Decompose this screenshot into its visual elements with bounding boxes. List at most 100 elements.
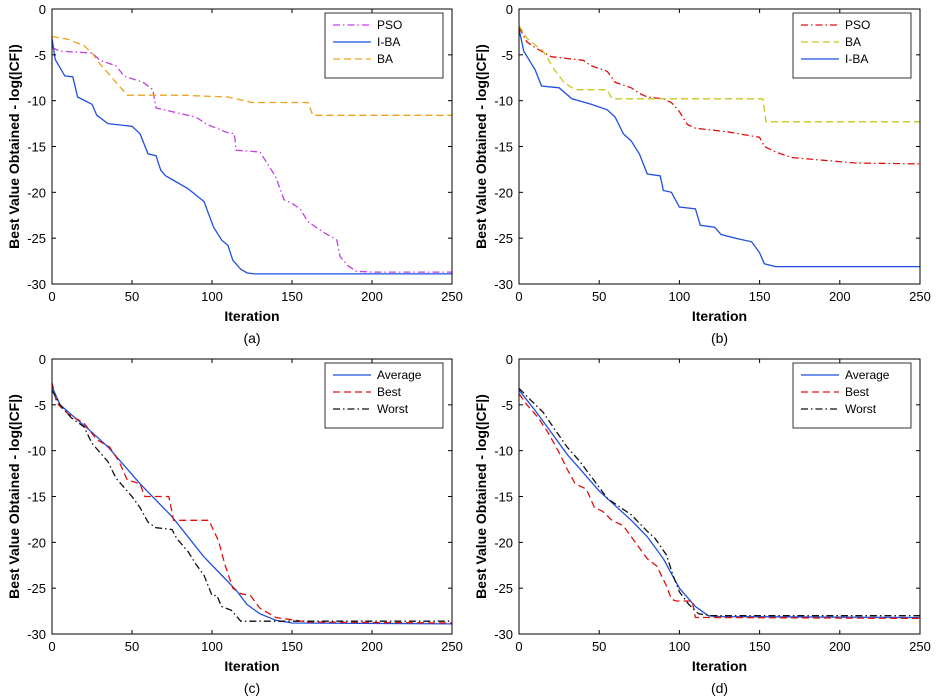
chart-1: 0 50 100 150 200 250 0 -5 -10 -15 -20 -25 -30 Iterati… [473,2,931,346]
chart-2-series-worst-line [52,389,452,622]
chart-2-xtick-label: 100 [201,639,223,654]
chart-3-xtick-label: 100 [669,639,691,654]
chart-1-ytick-label: -30 [494,277,513,292]
chart-3-xtick-label: 0 [515,639,522,654]
chart-1-ytick-label: -15 [494,140,513,155]
chart-1-xlabel: Iteration [692,308,747,324]
chart-3-ytick-label: -30 [494,627,513,642]
chart-0-ytick-label: -25 [27,231,46,246]
chart-0-legend-label: I-BA [377,35,400,49]
chart-2-legend-label: Worst [377,402,409,416]
chart-3-xtick-label: 250 [909,639,931,654]
chart-2-ytick-label: -5 [34,398,46,413]
chart-3-ytick-label: -5 [501,398,513,413]
chart-0-xtick-label: 0 [48,289,55,304]
chart-1-xtick-label: 0 [515,289,522,304]
chart-0-xtick-label: 150 [281,289,303,304]
chart-1-legend: PSO BA I-BA [792,12,912,79]
chart-0-ytick-label: -10 [27,94,46,109]
chart-1-xtick-label: 200 [829,289,851,304]
chart-0-xlabel: Iteration [224,308,279,324]
chart-3-series-worst-line [519,387,920,617]
chart-3-ytick-label: -25 [494,581,513,596]
chart-1-series-ba-line [519,25,920,123]
chart-1-ytick-label: -10 [494,94,513,109]
chart-0-ytick-label: -30 [27,277,46,292]
chart-3-xtick-label: 200 [829,639,851,654]
chart-0-series-ba-line [52,35,452,116]
chart-1-series-pso-line [519,26,920,165]
chart-2-xtick-label: 250 [441,639,463,654]
chart-2-ytick-label: 0 [39,352,46,367]
chart-1-legend-box [792,12,912,79]
chart-3-ytick-label: 0 [506,352,513,367]
chart-2-legend-box [324,362,444,429]
chart-0-ylabel: Best Value Obtained - log(|CF|) [6,44,22,249]
chart-0-ytick-label: 0 [39,2,46,17]
chart-2-ytick-label: -20 [27,535,46,550]
chart-1-ytick-label: -25 [494,231,513,246]
chart-0-series-pso-line [52,46,452,273]
chart-2-legend: Average Best Worst [324,362,444,429]
chart-2-ytick-label: -15 [27,490,46,505]
chart-3-legend-label: Average [845,368,890,382]
chart-1-series-i-ba-line [519,29,920,268]
chart-2-xtick-label: 0 [48,639,55,654]
chart-0-ytick-label: -15 [27,140,46,155]
chart-3-caption: (d) [711,680,728,696]
chart-0-legend-box [324,12,444,79]
chart-2-legend-label: Best [377,385,402,399]
chart-0: 0 50 100 150 200 250 0 -5 -10 -15 -20 -25 -30 Iterati… [6,2,463,346]
chart-3-ylabel: Best Value Obtained - log(|CF|) [473,394,489,599]
chart-3-xtick-label: 50 [592,639,606,654]
chart-3-legend: Average Best Worst [792,362,912,429]
chart-2-caption: (c) [244,680,260,696]
chart-2-ytick-label: -25 [27,581,46,596]
chart-3-legend-label: Worst [845,402,877,416]
chart-0-ytick-label: -5 [34,48,46,63]
chart-3-series-average-line [519,389,920,619]
chart-3-legend-box [792,362,912,429]
chart-3-ytick-label: -20 [494,535,513,550]
chart-3-legend-label: Best [845,385,870,399]
chart-3-xtick-label: 150 [749,639,771,654]
chart-2-xtick-label: 200 [361,639,383,654]
chart-0-xtick-label: 250 [441,289,463,304]
chart-1-xtick-label: 250 [909,289,931,304]
chart-1-legend-label: BA [845,35,861,49]
chart-1-caption: (b) [711,330,728,346]
chart-1-xtick-label: 100 [669,289,691,304]
chart-3-xlabel: Iteration [692,658,747,674]
chart-0-caption: (a) [243,330,260,346]
chart-1-xtick-label: 150 [749,289,771,304]
chart-2-series-best-line [52,382,452,624]
chart-2-xlabel: Iteration [224,658,279,674]
chart-0-legend-label: BA [377,52,393,66]
chart-0-ytick-label: -20 [27,185,46,200]
chart-3-ytick-label: -15 [494,490,513,505]
chart-1-ylabel: Best Value Obtained - log(|CF|) [473,44,489,249]
chart-1-legend-label: I-BA [845,52,868,66]
chart-3-ytick-label: -10 [494,444,513,459]
chart-2-xtick-label: 50 [125,639,139,654]
chart-0-series-i-ba-line [52,38,452,275]
chart-1-ytick-label: -20 [494,185,513,200]
chart-0-legend: PSO I-BA BA [324,12,444,79]
chart-2: 0 50 100 150 200 250 0 -5 -10 -15 -20 -25 -30 Iterati… [6,352,463,696]
chart-2-ytick-label: -10 [27,444,46,459]
chart-2-ylabel: Best Value Obtained - log(|CF|) [6,394,22,599]
chart-0-legend-label: PSO [377,18,402,32]
chart-3: 0 50 100 150 200 250 0 -5 -10 -15 -20 -25 -30 Iterati… [473,352,931,696]
chart-0-xtick-label: 100 [201,289,223,304]
chart-1-ytick-label: 0 [506,2,513,17]
chart-1-ytick-label: -5 [501,48,513,63]
chart-1-legend-label: PSO [845,18,870,32]
chart-2-legend-label: Average [377,368,422,382]
chart-0-xtick-label: 50 [125,289,139,304]
chart-2-ytick-label: -30 [27,627,46,642]
chart-2-xtick-label: 150 [281,639,303,654]
chart-1-xtick-label: 50 [592,289,606,304]
chart-0-xtick-label: 200 [361,289,383,304]
chart-2-series-average-line [52,386,452,625]
